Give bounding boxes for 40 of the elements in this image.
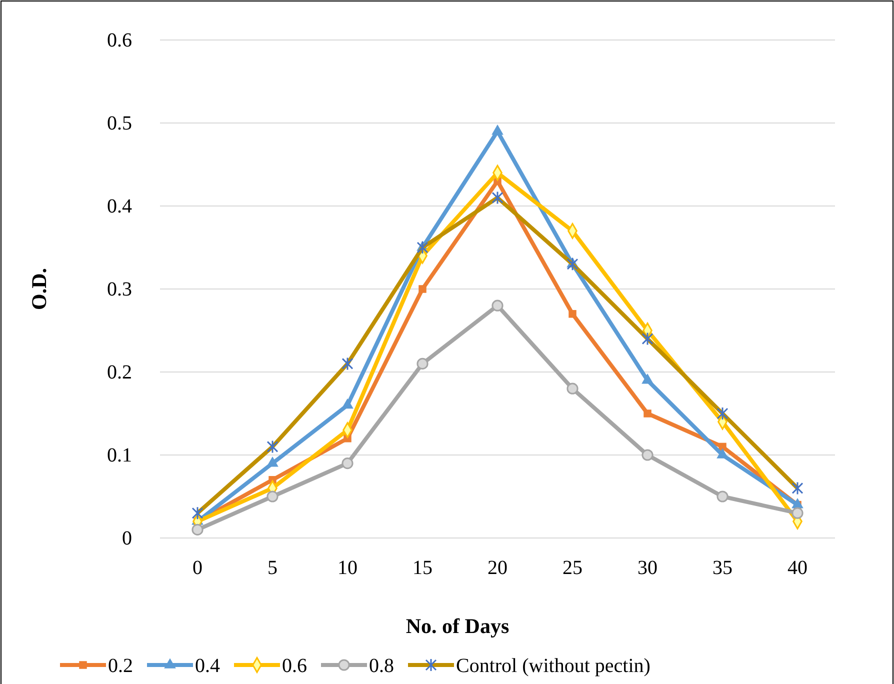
- y-tick-label: 0: [122, 527, 132, 550]
- point: [644, 410, 652, 418]
- point: [416, 358, 428, 370]
- y-tick-label: 0.1: [107, 444, 132, 466]
- x-tick-label: 5: [268, 557, 278, 580]
- x-axis-title: No. of Days: [406, 614, 510, 638]
- point: [418, 285, 426, 293]
- y-tick-label: 0.4: [107, 195, 132, 218]
- point: [642, 449, 654, 461]
- point: [492, 300, 504, 312]
- point: [342, 458, 354, 470]
- legend-label: 0.6: [282, 655, 307, 677]
- x-tick-label: 10: [338, 557, 358, 580]
- y-tick-label: 0.2: [107, 361, 132, 384]
- point: [266, 456, 278, 467]
- x-tick-label: 20: [488, 557, 508, 580]
- point: [266, 490, 278, 502]
- y-tick-label: 0.3: [107, 278, 132, 300]
- point: [718, 442, 726, 451]
- point: [492, 124, 504, 135]
- x-tick-label: 25: [562, 557, 582, 580]
- point: [716, 448, 728, 458]
- x-tick-label: 35: [712, 557, 732, 580]
- point: [642, 374, 654, 384]
- point: [716, 490, 728, 502]
- legend-label: 0.8: [369, 655, 394, 677]
- x-tick-label: 15: [412, 557, 432, 580]
- point: [192, 524, 204, 536]
- y-tick-label: 0.6: [107, 29, 132, 52]
- point: [568, 310, 576, 318]
- legend-label: Control (without pectin): [456, 655, 650, 677]
- legend-label: 0.4: [195, 655, 220, 677]
- point: [342, 398, 354, 409]
- y-tick-label: 0.5: [107, 112, 132, 134]
- x-tick-label: 0: [192, 557, 202, 580]
- point: [566, 382, 578, 394]
- y-axis-title: O.D.: [27, 268, 51, 310]
- x-tick-label: 30: [638, 557, 658, 580]
- x-tick-label: 40: [788, 557, 808, 580]
- point: [792, 507, 804, 519]
